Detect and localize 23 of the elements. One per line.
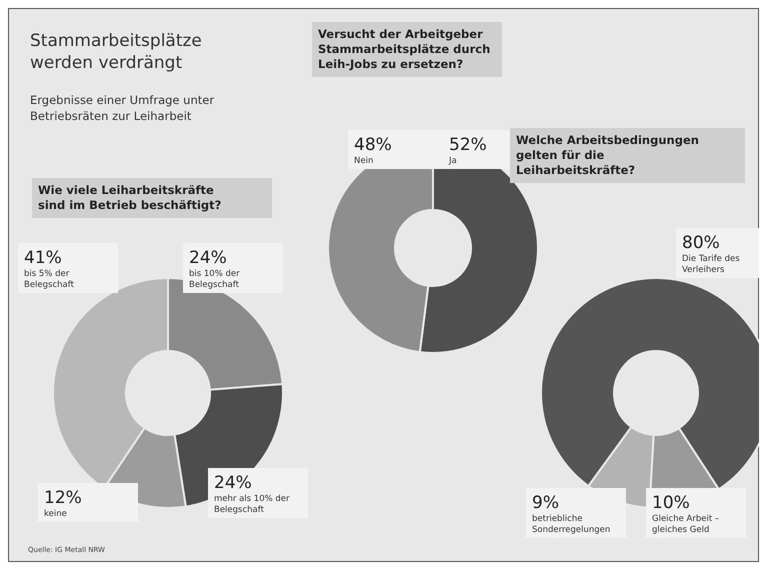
slice-label: bis 10% der Belegschaft bbox=[189, 269, 240, 290]
data-label: 9% bbox=[532, 493, 559, 513]
chart-title: Welche Arbeitsbedingungen gelten für die Leiharbeitskräfte? bbox=[516, 133, 699, 177]
data-label: 48% bbox=[354, 135, 392, 155]
text: Ergebnisse einer Umfrage unter Betriebsräten zur Leiharbeit bbox=[30, 93, 214, 123]
slice-label: mehr als 10% der Belegschaft bbox=[214, 494, 290, 515]
slice-label: Gleiche Arbeit – gleiches Geld bbox=[652, 514, 720, 535]
slice-label: Die Tarife des Verleihers bbox=[682, 254, 740, 275]
text: Stammarbeitsplätze werden verdrängt bbox=[30, 31, 202, 73]
slice-label: keine bbox=[44, 509, 67, 519]
slice-label: Ja bbox=[448, 156, 457, 166]
chart-title: Versucht der Arbeitgeber Stammarbeitsplätze durch Leih-Jobs zu ersetzen? bbox=[318, 27, 490, 71]
data-label: 24% bbox=[214, 473, 252, 493]
chart-title: Wie viele Leiharbeitskräfte sind im Betrieb beschäftigt? bbox=[38, 183, 222, 212]
data-label: 52% bbox=[449, 135, 487, 155]
data-label: 12% bbox=[44, 488, 82, 508]
slice-label: bis 5% der Belegschaft bbox=[24, 269, 75, 290]
data-label: 80% bbox=[682, 233, 720, 253]
data-label: 10% bbox=[652, 493, 690, 513]
data-label: 41% bbox=[24, 248, 62, 268]
slice-label: Nein bbox=[354, 156, 374, 166]
slice-label: betriebliche Sonderregelungen bbox=[532, 514, 610, 535]
data-label: 24% bbox=[189, 248, 227, 268]
